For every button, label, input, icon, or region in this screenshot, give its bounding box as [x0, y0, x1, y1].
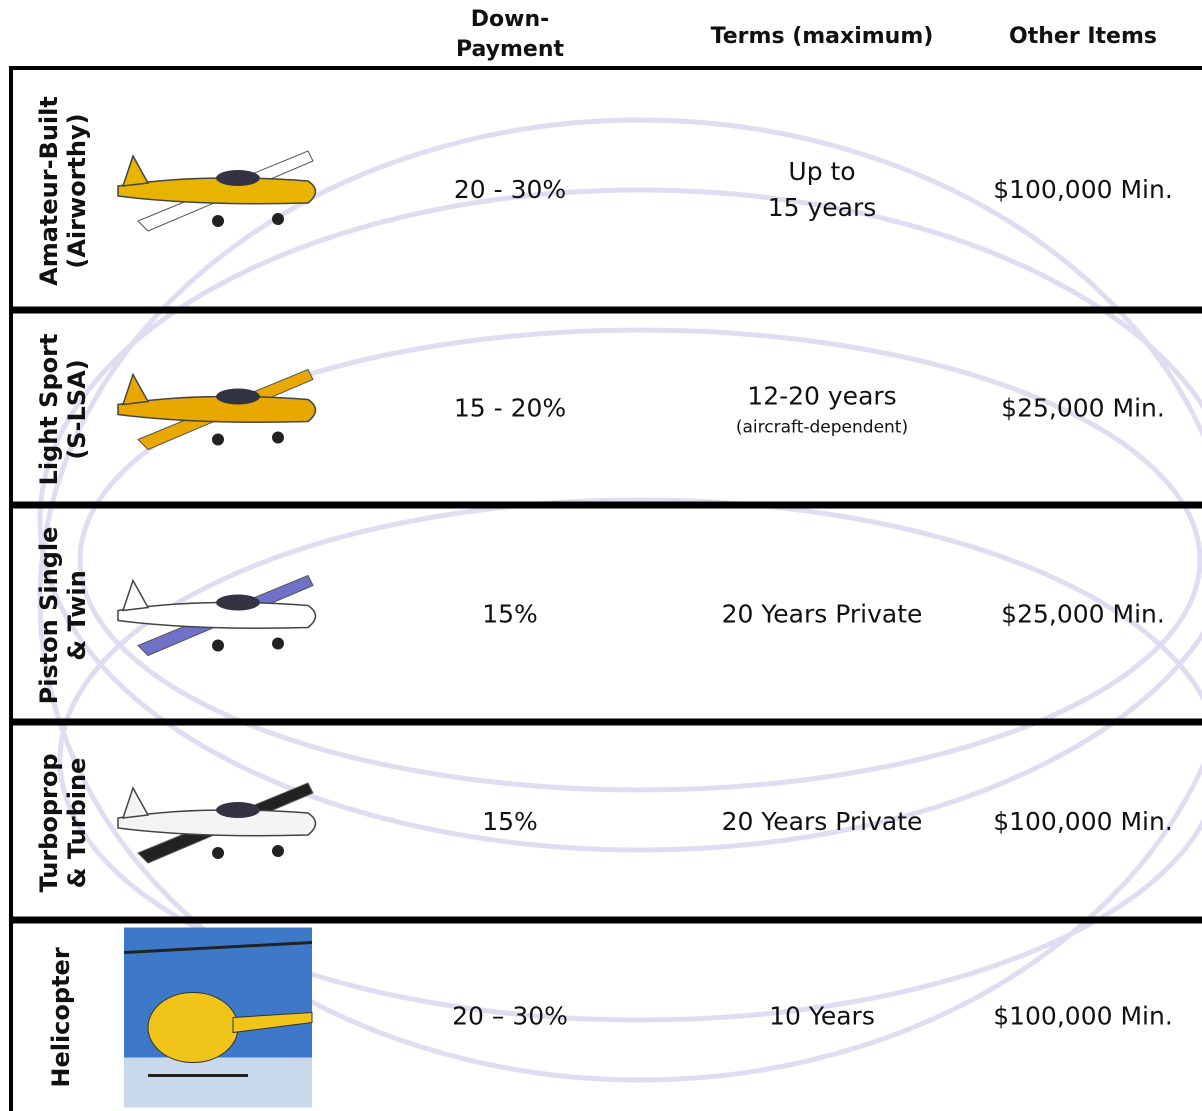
row-label: Amateur-Built: [35, 96, 63, 286]
wheel: [212, 215, 224, 227]
canopy: [216, 802, 260, 818]
tail: [121, 578, 150, 612]
down-payment: 15%: [482, 600, 538, 629]
row-label: Helicopter: [47, 947, 75, 1087]
fuselage: [117, 395, 317, 423]
terms: 20 Years Private: [722, 600, 923, 629]
other-items: $100,000 Min.: [993, 175, 1173, 204]
wheel: [272, 637, 284, 650]
row-label: Light Sport: [35, 334, 63, 486]
tail: [121, 786, 150, 819]
aircraft-image: [123, 927, 313, 1108]
fuselage: [117, 177, 317, 205]
down-payment: 20 – 30%: [452, 1002, 568, 1031]
aircraft-image: [117, 368, 317, 451]
terms: 12-20 years: [747, 382, 896, 411]
wheel: [272, 213, 284, 225]
terms: 10 Years: [769, 1002, 875, 1031]
terms: 20 Years Private: [722, 807, 923, 836]
down-payment: 15 - 20%: [454, 394, 566, 423]
heli-body: [147, 992, 239, 1063]
rotor: [123, 941, 313, 954]
wheel: [212, 433, 224, 446]
row-label: Piston Single: [35, 527, 63, 705]
header-cell: Terms (maximum): [711, 24, 934, 49]
canopy: [216, 388, 260, 405]
photo-horizon: [124, 1057, 312, 1108]
aircraft-image: [117, 782, 317, 864]
terms: Up to: [788, 157, 855, 186]
other-items: $25,000 Min.: [1001, 600, 1165, 629]
fuselage: [117, 809, 317, 837]
header-cell: Down-: [471, 7, 550, 32]
row-label: & Twin: [63, 570, 91, 661]
background-swirls: [37, 117, 1202, 1083]
down-payment: 20 - 30%: [454, 175, 566, 204]
fuselage: [117, 601, 317, 629]
canopy: [216, 594, 260, 611]
row-label: (S-LSA): [63, 359, 91, 459]
tail: [121, 372, 150, 406]
heli-tail: [232, 1011, 313, 1034]
row-label: & Turbine: [63, 758, 91, 889]
aircraft-image: [117, 150, 317, 232]
canopy: [216, 170, 260, 186]
other-items: $100,000 Min.: [993, 1002, 1173, 1031]
other-items: $100,000 Min.: [993, 807, 1173, 836]
aircraft-image: [117, 574, 317, 657]
wheel: [212, 847, 224, 859]
row-label: (Airworthy): [63, 113, 91, 268]
other-items: $25,000 Min.: [1001, 394, 1165, 423]
terms-note: (aircraft-dependent): [736, 418, 908, 438]
header-cell: Other Items: [1009, 24, 1157, 49]
wheel: [272, 845, 284, 857]
tail: [121, 154, 150, 187]
header-cell: Payment: [456, 37, 565, 62]
down-payment: 15%: [482, 807, 538, 836]
row-label: Turboprop: [35, 753, 63, 892]
wheel: [212, 639, 224, 652]
table: Down- Payment Terms (maximum) Other Items Am…: [9, 7, 1202, 1111]
wheel: [272, 431, 284, 444]
terms: 15 years: [768, 193, 877, 222]
